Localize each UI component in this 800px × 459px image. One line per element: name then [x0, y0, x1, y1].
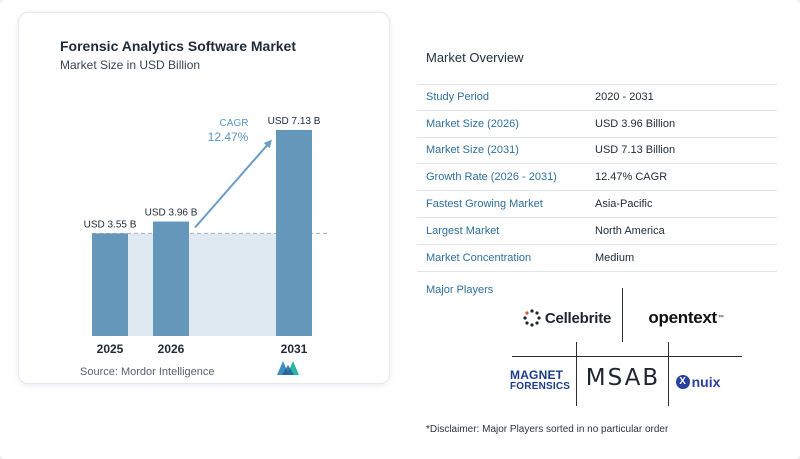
major-players-title: Major Players: [426, 284, 494, 296]
row-key: Largest Market: [426, 224, 500, 237]
opentext-name: opentext: [648, 308, 717, 327]
opentext-tm: ™: [717, 315, 724, 321]
magnet-forensics-logo: MAGNET FORENSICS: [510, 366, 580, 396]
row-value: Medium: [595, 251, 635, 264]
magnet-line1: MAGNET: [510, 368, 564, 382]
cagr-arrow: [194, 139, 272, 229]
bar-chart: USD 3.55 B 2025 USD 3.96 B 2026 USD 7.13 B 20…: [84, 116, 330, 356]
mordor-logo-icon: [277, 361, 299, 375]
row-value: 12.47% CAGR: [595, 171, 668, 184]
bar-2031: [276, 129, 312, 336]
logo-divider: [512, 356, 742, 357]
row-key: Fastest Growing Market: [426, 198, 543, 211]
disclaimer-text: *Disclaimer: Major Players sorted in no …: [426, 424, 669, 435]
nuix-x-icon: X: [675, 375, 690, 389]
nuix-name: nuix: [691, 374, 721, 390]
logo-divider: [668, 342, 669, 406]
overview-table: Study Period 2020 - 2031 Market Size (20…: [417, 84, 777, 272]
cellebrite-name: Cellebrite: [544, 309, 612, 327]
row-key: Study Period: [426, 91, 489, 104]
overview-row-study-period: Study Period 2020 - 2031: [417, 84, 777, 111]
overview-row-largest-market: Largest Market North America: [417, 218, 777, 245]
cellebrite-logo: Cellebrite: [512, 302, 622, 334]
row-key: Growth Rate (2026 - 2031): [426, 171, 557, 184]
row-value: USD 7.13 Billion: [595, 144, 676, 157]
nuix-logo: X nuix: [668, 368, 728, 396]
x-tick-2026: 2026: [158, 342, 185, 356]
opentext-logo: opentext ™: [626, 302, 746, 334]
cagr-value: 12.47%: [208, 130, 249, 144]
source-text: Source: Mordor Intelligence: [80, 366, 215, 378]
bar-2025: [92, 233, 128, 336]
row-value: North America: [595, 224, 665, 237]
cellebrite-icon: [523, 309, 541, 327]
bar-2026: [153, 221, 189, 336]
row-key: Market Concentration: [426, 251, 532, 264]
data-label-2025: USD 3.55 B: [84, 219, 137, 230]
cagr-label: CAGR: [220, 118, 249, 129]
msab-logo: MSAB: [578, 356, 668, 400]
row-value: Asia-Pacific: [595, 198, 653, 211]
overview-row-size-2026: Market Size (2026) USD 3.96 Billion: [417, 111, 777, 138]
data-label-2026: USD 3.96 B: [145, 208, 198, 219]
x-tick-2031: 2031: [281, 342, 308, 356]
overview-row-fastest-growing: Fastest Growing Market Asia-Pacific: [417, 191, 777, 218]
row-key: Market Size (2031): [426, 144, 519, 157]
overview-row-growth-rate: Growth Rate (2026 - 2031) 12.47% CAGR: [417, 164, 777, 192]
overview-row-concentration: Market Concentration Medium: [417, 245, 777, 272]
row-key: Market Size (2026): [426, 117, 519, 130]
magnet-line2: FORENSICS: [510, 381, 571, 392]
logo-divider: [622, 288, 623, 342]
chart-subtitle: Market Size in USD Billion: [60, 58, 201, 72]
row-value: 2020 - 2031: [595, 91, 654, 104]
logo-divider: [576, 342, 577, 406]
chart-title: Forensic Analytics Software Market: [60, 38, 297, 54]
msab-name: MSAB: [585, 365, 661, 391]
data-label-2031: USD 7.13 B: [268, 116, 321, 127]
x-tick-2025: 2025: [97, 342, 124, 356]
overview-title: Market Overview: [426, 50, 524, 65]
overview-row-size-2031: Market Size (2031) USD 7.13 Billion: [417, 138, 777, 165]
row-value: USD 3.96 Billion: [595, 117, 676, 130]
